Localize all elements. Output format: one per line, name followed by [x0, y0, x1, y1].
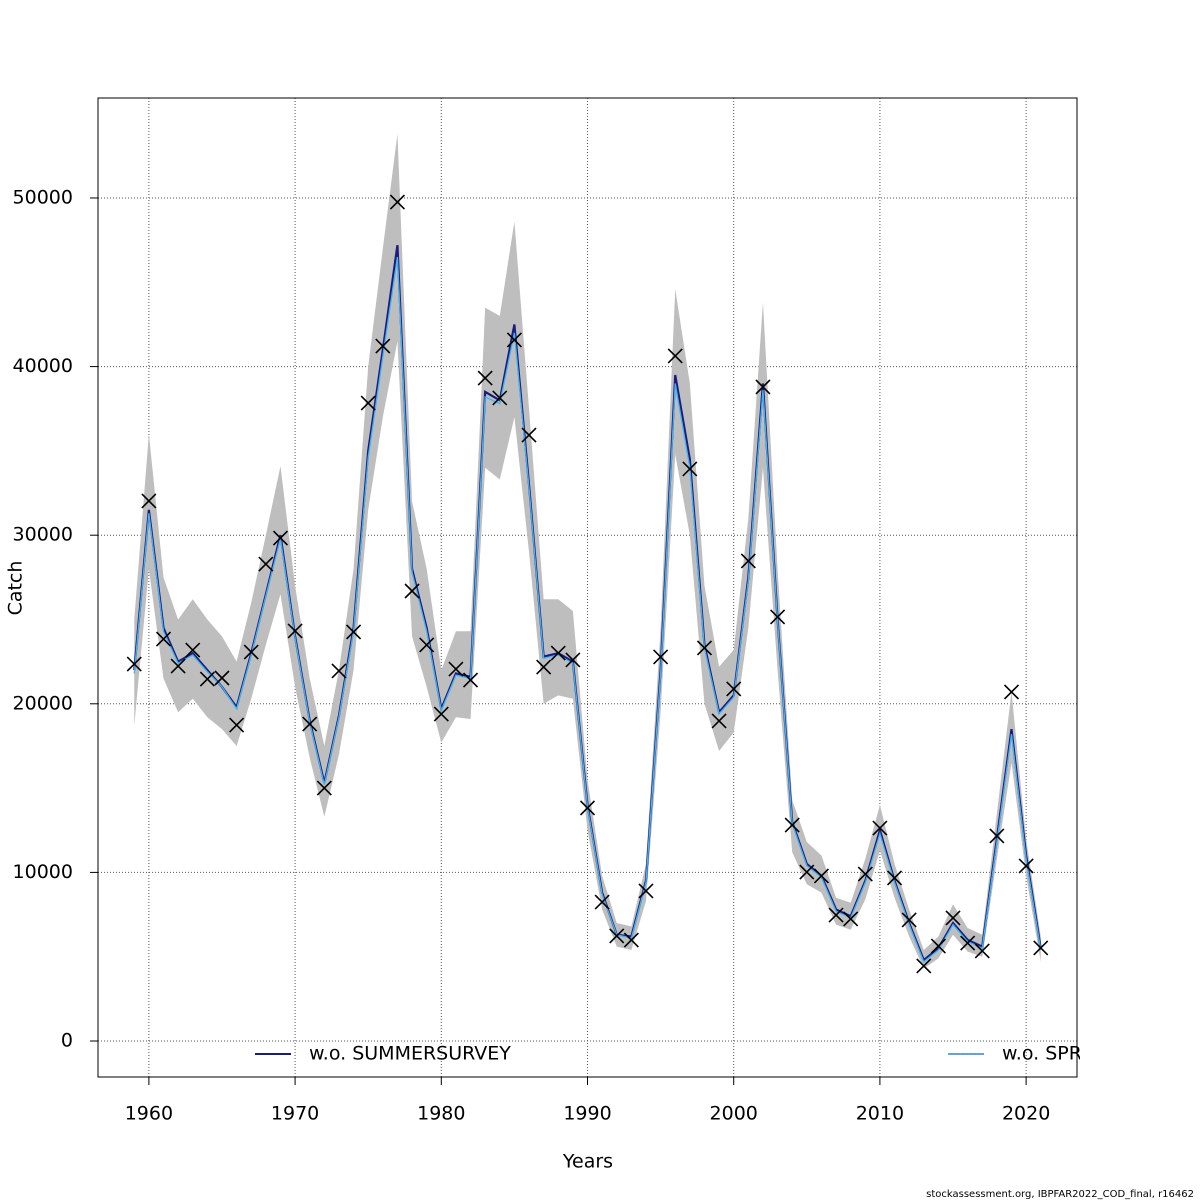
x-tick-label: 1980 [417, 1103, 465, 1125]
observation-marker [506, 332, 522, 348]
observation-marker [272, 530, 289, 546]
observation-marker [594, 894, 610, 910]
observation-marker [404, 583, 420, 599]
x-tick-label: 2020 [1002, 1103, 1050, 1125]
observation-marker [331, 663, 347, 679]
footnote: stockassessment.org, IBPFAR2022_COD_fina… [926, 1189, 1194, 1200]
legend-label: w.o. SPR [1002, 1043, 1082, 1065]
legend-label: w.o. SUMMERSURVEY [309, 1043, 511, 1065]
observation-marker [857, 866, 873, 882]
observation-marker [740, 553, 756, 569]
plot-area [126, 133, 1049, 974]
observation-marker [419, 637, 435, 653]
grid [98, 98, 1077, 1077]
observation-marker [711, 713, 727, 729]
observation-marker [477, 370, 493, 386]
x-tick-label: 2010 [856, 1103, 904, 1125]
observation-marker [872, 820, 888, 836]
observation-marker [974, 943, 990, 959]
observation-marker [229, 717, 245, 733]
observation-marker [667, 348, 683, 364]
observation-marker [433, 706, 449, 722]
observation-marker [828, 907, 844, 923]
y-tick-label: 20000 [13, 692, 73, 714]
observation-marker [930, 938, 946, 954]
observation-marker [653, 649, 669, 665]
observation-marker [755, 379, 771, 395]
observation-marker [346, 624, 362, 640]
x-tick-label: 1960 [125, 1103, 173, 1125]
observation-marker [375, 338, 391, 354]
observation-marker [243, 644, 259, 660]
observation-marker [565, 652, 581, 668]
y-tick-label: 10000 [13, 861, 73, 883]
x-axis-label: Years [562, 1151, 613, 1173]
x-tick-label: 1990 [563, 1103, 611, 1125]
observation-marker [360, 395, 376, 411]
observation-marker [799, 864, 815, 880]
observation-marker [886, 870, 903, 886]
observation-marker [784, 817, 800, 833]
observation-marker [726, 681, 742, 697]
series-line [133, 256, 1042, 963]
y-axis-label: Catch [5, 561, 27, 616]
observation-marker [696, 640, 713, 656]
legend: w.o. SUMMERSURVEY w.o. SPR [255, 1043, 1082, 1065]
observation-marker [258, 556, 274, 572]
observation-marker [901, 912, 917, 928]
observation-marker [1018, 858, 1034, 874]
observation-marker [536, 659, 552, 675]
observation-marker [155, 631, 172, 647]
observation-marker [448, 661, 464, 677]
observation-marker [462, 672, 479, 688]
observation-marker [287, 623, 303, 639]
observation-marker [945, 910, 961, 926]
observation-marker [682, 461, 698, 477]
observation-marker [214, 670, 230, 686]
observation-marker [638, 883, 654, 899]
observation-marker [550, 645, 566, 661]
observation-marker [623, 932, 639, 948]
observation-marker [170, 658, 186, 674]
observation-marker [126, 656, 142, 672]
x-tick-label: 1970 [271, 1103, 319, 1125]
observation-marker [609, 928, 625, 944]
y-tick-label: 50000 [13, 186, 73, 208]
x-tick-label: 2000 [710, 1103, 758, 1125]
observation-marker [989, 828, 1005, 844]
observation-marker [185, 642, 201, 658]
observation-marker [960, 935, 976, 951]
observation-marker [389, 194, 405, 210]
observation-marker [199, 671, 215, 687]
observation-marker [141, 493, 157, 509]
observation-marker [316, 780, 332, 796]
observation-marker [492, 390, 508, 406]
observation-marker [579, 800, 596, 816]
observation-marker [813, 868, 829, 884]
y-tick-label: 40000 [13, 355, 73, 377]
y-tick-label: 0 [61, 1030, 73, 1052]
observation-marker [521, 427, 537, 443]
observation-marker [843, 911, 859, 927]
observation-marker [1033, 940, 1049, 956]
observation-marker [916, 958, 932, 974]
observation-marker [1003, 684, 1020, 700]
y-tick-label: 30000 [13, 524, 73, 546]
observation-marker [302, 716, 318, 732]
observation-marker [770, 609, 786, 625]
